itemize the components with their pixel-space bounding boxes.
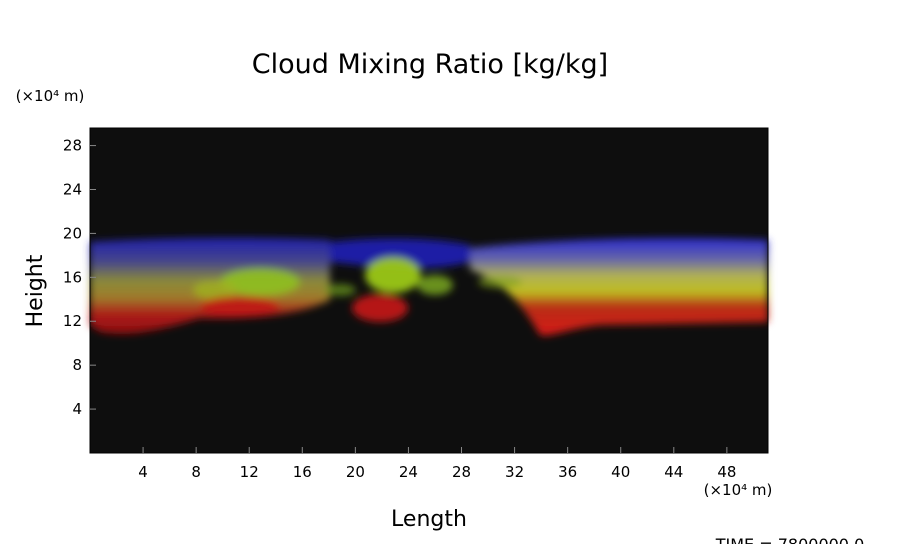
y-tick-label: 24 [63, 180, 82, 198]
y-unit: (×10⁴ m) [16, 87, 85, 105]
plot-frame [89, 127, 769, 454]
y-tick-label: 16 [63, 268, 82, 286]
x-tick-label: 20 [346, 463, 365, 481]
y-tick-label: 12 [63, 312, 82, 330]
x-tick-label: 24 [399, 463, 418, 481]
x-tick-label: 48 [717, 463, 736, 481]
x-tick-label: 4 [138, 463, 148, 481]
x-unit: (×10⁴ m) [704, 481, 773, 499]
x-tick-label: 8 [191, 463, 201, 481]
y-tick-label: 8 [72, 356, 82, 374]
x-tick-label: 12 [240, 463, 259, 481]
y-tick-label: 28 [63, 137, 82, 155]
x-tick-label: 44 [664, 463, 683, 481]
x-axis-label: Length [391, 507, 467, 532]
x-tick-label: 16 [293, 463, 312, 481]
y-tick-label: 4 [72, 400, 82, 418]
x-tick-label: 28 [452, 463, 471, 481]
y-tick-label: 20 [63, 224, 82, 242]
chart-title: Cloud Mixing Ratio [kg/kg] [252, 49, 608, 80]
y-axis-label: Height [23, 254, 48, 327]
x-tick-label: 36 [558, 463, 577, 481]
time-label: TIME = 7800000.0 [715, 535, 865, 544]
x-tick-label: 32 [505, 463, 524, 481]
cloud-field [90, 237, 768, 336]
x-tick-label: 40 [611, 463, 630, 481]
